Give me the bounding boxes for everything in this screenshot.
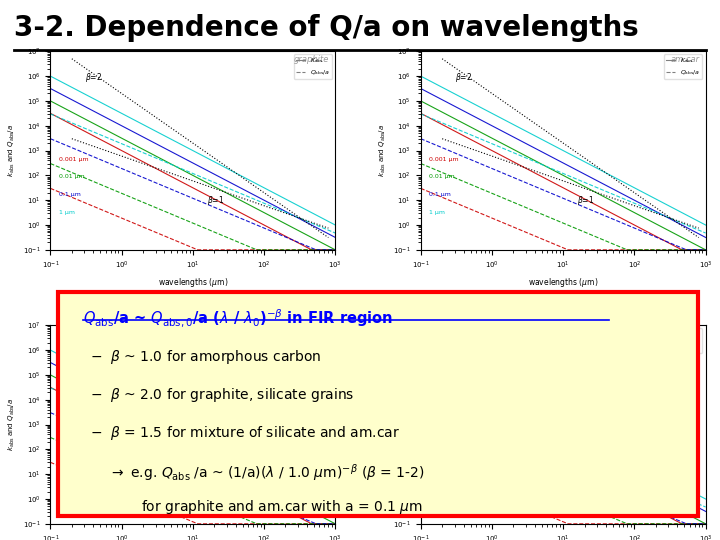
- Text: 0.1 μm: 0.1 μm: [429, 466, 451, 471]
- Text: for graphite and am.car with a = 0.1 $\mu$m: for graphite and am.car with a = 0.1 $\m…: [141, 498, 423, 516]
- X-axis label: wavelengths ($\mu$m): wavelengths ($\mu$m): [158, 276, 228, 289]
- Text: 0.001 μm: 0.001 μm: [429, 430, 459, 435]
- Text: $\beta$=2: $\beta$=2: [84, 345, 102, 358]
- Legend: $K_{\rm abs}$, $Q_{\rm abs}/a$: $K_{\rm abs}$, $Q_{\rm abs}/a$: [664, 328, 703, 353]
- Text: 0.001 μm: 0.001 μm: [59, 157, 89, 161]
- Text: 1 μm: 1 μm: [59, 484, 75, 489]
- Text: $Q_{\rm abs}$/a ~ $Q_{\rm abs,0}$/a ($\lambda$ / $\lambda_0$)$^{-\beta}$ in FIR : $Q_{\rm abs}$/a ~ $Q_{\rm abs,0}$/a ($\l…: [84, 307, 393, 329]
- Text: $\rightarrow$ e.g. $Q_{\rm abs}$ /a ~ (1/a)($\lambda$ / 1.0 $\mu$m)$^{-\beta}$ (: $\rightarrow$ e.g. $Q_{\rm abs}$ /a ~ (1…: [109, 462, 425, 483]
- Text: $\beta$=2: $\beta$=2: [455, 345, 472, 358]
- Legend: $K_{\rm abs}$, $Q_{\rm abs}/a$: $K_{\rm abs}$, $Q_{\rm abs}/a$: [664, 55, 703, 79]
- Text: $-$  $\beta$ ~ 2.0 for graphite, silicate grains: $-$ $\beta$ ~ 2.0 for graphite, silicate…: [89, 386, 354, 404]
- Legend: $K_{\rm abs}$, $Q_{\rm abs}/a$: $K_{\rm abs}$, $Q_{\rm abs}/a$: [294, 55, 332, 79]
- X-axis label: wavelengths ($\mu$m): wavelengths ($\mu$m): [528, 276, 598, 289]
- Text: 0.1 μm: 0.1 μm: [59, 192, 81, 197]
- Text: 1 μm: 1 μm: [429, 210, 445, 215]
- Text: $-$  $\beta$ = 1.5 for mixture of silicate and am.car: $-$ $\beta$ = 1.5 for mixture of silicat…: [89, 424, 400, 442]
- Text: 1 μm: 1 μm: [429, 484, 445, 489]
- Y-axis label: $k_{\rm abs}$ and $Q_{\rm abs}/a$: $k_{\rm abs}$ and $Q_{\rm abs}/a$: [377, 124, 388, 177]
- Text: am.car: am.car: [671, 55, 700, 64]
- Text: 0.01 μm: 0.01 μm: [429, 448, 455, 454]
- Text: $\beta$=1: $\beta$=1: [577, 194, 595, 207]
- Y-axis label: $k_{\rm abs}$ and $Q_{\rm abs}/a$: $k_{\rm abs}$ and $Q_{\rm abs}/a$: [377, 398, 388, 451]
- Text: $\beta$=1: $\beta$=1: [577, 468, 595, 481]
- Text: 0.01 μm: 0.01 μm: [59, 174, 85, 179]
- Text: $\beta$=1: $\beta$=1: [207, 194, 225, 207]
- Y-axis label: $k_{\rm abs}$ and $Q_{\rm abs}/a$: $k_{\rm abs}$ and $Q_{\rm abs}/a$: [7, 398, 17, 451]
- Text: 3-2. Dependence of Q/a on wavelengths: 3-2. Dependence of Q/a on wavelengths: [14, 14, 639, 42]
- Text: graphite: graphite: [294, 55, 330, 64]
- Text: $\beta$=1: $\beta$=1: [207, 468, 225, 481]
- Text: 0.1 μm: 0.1 μm: [429, 192, 451, 197]
- Text: 0.001 μm: 0.001 μm: [59, 430, 89, 435]
- Text: 0.001 μm: 0.001 μm: [429, 157, 459, 161]
- Text: am.car: am.car: [671, 329, 700, 338]
- Text: 0.1 μm: 0.1 μm: [59, 466, 81, 471]
- Text: 1 μm: 1 μm: [59, 210, 75, 215]
- Text: $\beta$=2: $\beta$=2: [84, 71, 102, 84]
- Text: graphite: graphite: [294, 329, 330, 338]
- Text: 0.01 μm: 0.01 μm: [59, 448, 85, 454]
- Y-axis label: $k_{\rm abs}$ and $Q_{\rm abs}/a$: $k_{\rm abs}$ and $Q_{\rm abs}/a$: [7, 124, 17, 177]
- Legend: $K_{\rm abs}$, $Q_{\rm abs}/a$: $K_{\rm abs}$, $Q_{\rm abs}/a$: [294, 328, 332, 353]
- Text: $\beta$=2: $\beta$=2: [455, 71, 472, 84]
- FancyBboxPatch shape: [58, 292, 698, 516]
- Text: $-$  $\beta$ ~ 1.0 for amorphous carbon: $-$ $\beta$ ~ 1.0 for amorphous carbon: [89, 348, 321, 366]
- Text: 0.01 μm: 0.01 μm: [429, 174, 455, 179]
